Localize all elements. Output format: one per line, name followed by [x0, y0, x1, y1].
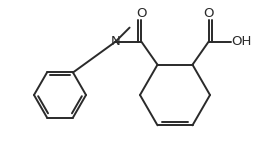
Text: N: N: [111, 35, 120, 48]
Text: OH: OH: [231, 35, 252, 48]
Text: O: O: [203, 7, 214, 20]
Text: O: O: [136, 7, 147, 20]
